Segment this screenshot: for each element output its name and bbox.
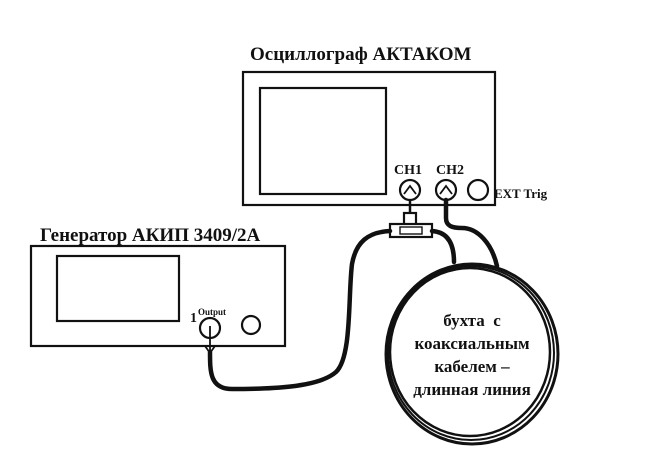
ch1-label: CH1 [394,163,422,178]
coil-ring-middle [387,265,555,441]
coil-ring-outer [384,262,560,446]
oscilloscope-title: Осциллограф АКТАКОМ [250,44,472,65]
output-number: 1 [190,311,197,326]
oscilloscope: Осциллограф АКТАКОМ CH1 CH2 EXT Trig [241,44,548,207]
cable-coil: бухта с коаксиальным кабелем – длинная л… [384,262,560,446]
output-label: Output [198,307,226,317]
generator: Генератор АКИП 3409/2А 1 Output [29,225,287,355]
coil-label-line-3: кабелем – [434,357,510,376]
oscilloscope-screen [258,86,388,196]
coil-label-line-1: бухта с [443,311,501,330]
ch2-label: CH2 [436,163,464,178]
cable-ch2-to-coil [443,197,500,269]
cable-generator-to-tee [207,228,393,392]
generator-title: Генератор АКИП 3409/2А [40,225,261,246]
ext-trig-connector [466,178,490,202]
generator-screen [55,254,181,323]
cable-tee-to-coil [429,228,457,265]
ext-trig-label: EXT Trig [494,186,548,201]
generator-knob [240,314,262,336]
coil-label-line-4: длинная линия [413,380,531,399]
coil-ring-inner [388,266,552,438]
ch1-connector [398,178,422,202]
cables [207,197,500,392]
output-connector [198,316,222,355]
coil-label-line-2: коаксиальным [414,334,530,353]
ch2-connector [434,178,458,202]
